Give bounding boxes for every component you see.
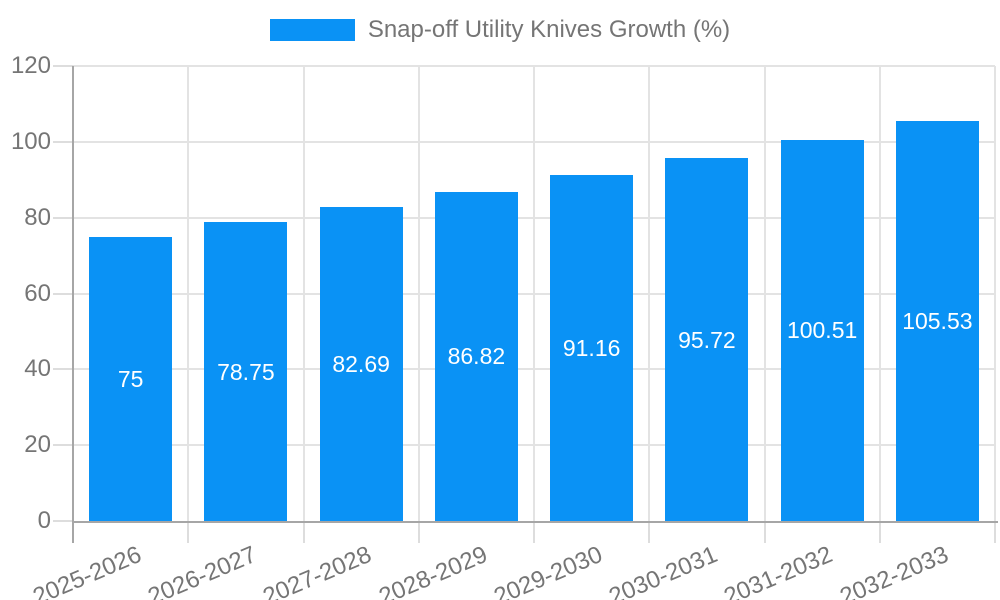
x-tick-label: 2028-2029 xyxy=(374,541,491,600)
x-tick-label: 2029-2030 xyxy=(489,541,607,600)
y-tick-mark xyxy=(53,368,73,371)
x-tick-label: 2025-2026 xyxy=(28,541,146,600)
v-gridline xyxy=(648,66,651,521)
v-gridline xyxy=(994,66,996,521)
legend: Snap-off Utility Knives Growth (%) xyxy=(0,16,1000,44)
bar-value-label: 86.82 xyxy=(447,343,506,370)
bar-value-label: 91.16 xyxy=(562,335,621,362)
x-tick-label: 2031-2032 xyxy=(720,541,837,600)
y-tick-label: 60 xyxy=(24,279,51,307)
x-tick-mark xyxy=(187,521,190,543)
v-gridline xyxy=(763,66,766,521)
y-tick-mark xyxy=(53,140,73,143)
bar-value-label: 95.72 xyxy=(678,326,736,353)
y-tick-label: 100 xyxy=(10,127,51,155)
x-tick-mark xyxy=(417,521,420,543)
y-tick-mark xyxy=(53,216,73,219)
y-tick-mark xyxy=(53,65,73,67)
legend-label: Snap-off Utility Knives Growth (%) xyxy=(367,16,731,43)
y-tick-label: 40 xyxy=(24,355,51,383)
y-tick-mark xyxy=(53,520,73,522)
bar xyxy=(319,207,403,521)
bar-value-label: 100.51 xyxy=(786,317,858,344)
x-tick-label: 2032-2033 xyxy=(835,541,952,600)
x-tick-mark xyxy=(763,521,766,543)
bar-value-label: 105.53 xyxy=(902,307,973,334)
v-gridline xyxy=(417,66,420,521)
v-gridline xyxy=(302,66,305,521)
bar-value-label: 82.69 xyxy=(332,351,390,378)
y-tick-label: 20 xyxy=(24,431,51,459)
bar xyxy=(434,191,518,521)
x-tick-label: 2030-2031 xyxy=(605,541,722,600)
x-tick-label: 2027-2028 xyxy=(259,541,376,600)
bar xyxy=(89,236,173,521)
y-tick-mark xyxy=(53,444,73,447)
y-tick-mark xyxy=(53,292,73,295)
x-tick-mark xyxy=(994,521,996,543)
bar-value-label: 78.75 xyxy=(217,358,275,385)
y-axis-line xyxy=(72,66,74,521)
x-tick-mark xyxy=(878,521,881,543)
legend-swatch xyxy=(269,19,355,41)
y-tick-label: 0 xyxy=(37,507,51,534)
bar xyxy=(780,139,864,521)
y-tick-label: 120 xyxy=(10,52,51,79)
x-tick-mark xyxy=(648,521,651,543)
bar xyxy=(550,175,634,521)
x-axis-line xyxy=(72,521,998,523)
bar xyxy=(204,222,288,521)
y-tick-label: 80 xyxy=(24,203,51,231)
x-tick-mark xyxy=(72,521,74,543)
bar xyxy=(895,120,979,521)
v-gridline xyxy=(533,66,535,521)
bar-value-label: 75 xyxy=(117,365,144,392)
bar xyxy=(665,158,749,521)
x-tick-mark xyxy=(302,521,305,543)
x-tick-mark xyxy=(533,521,535,543)
v-gridline xyxy=(187,66,190,521)
x-tick-label: 2026-2027 xyxy=(144,541,261,600)
v-gridline xyxy=(878,66,881,521)
